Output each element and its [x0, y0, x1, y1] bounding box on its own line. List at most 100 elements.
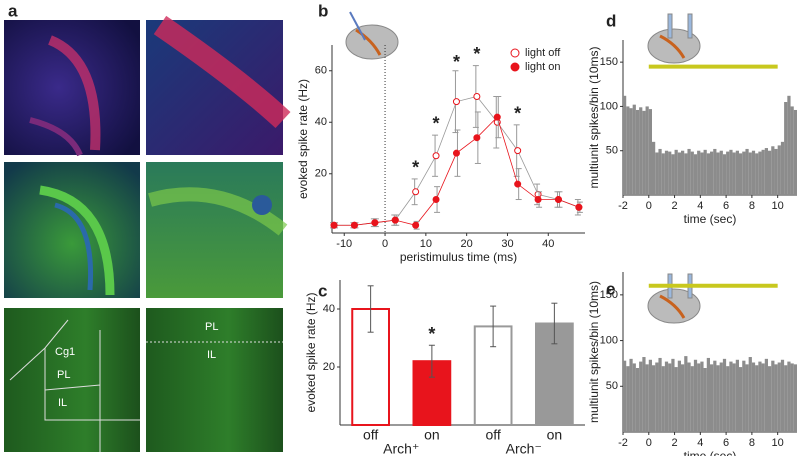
- marker: [575, 203, 583, 211]
- histogram-bar: [735, 359, 739, 432]
- x-axis-label: peristimulus time (ms): [400, 250, 517, 264]
- y-tick-label: 150: [600, 289, 618, 301]
- histogram-bar: [771, 360, 775, 432]
- x-tick-label: on: [424, 427, 440, 443]
- histogram-bar: [716, 152, 720, 195]
- x-tick-label: -10: [336, 238, 352, 250]
- legend-label: light on: [525, 61, 560, 73]
- histogram-bar: [790, 363, 794, 432]
- histogram-bar: [706, 357, 710, 432]
- histogram-bar: [710, 151, 714, 195]
- x-tick-label: on: [547, 427, 563, 443]
- histogram-bar: [777, 145, 781, 195]
- x-tick-label: 2: [671, 437, 677, 449]
- histogram-bar: [652, 141, 656, 195]
- annotation: *: [473, 44, 480, 64]
- y-tick-label: 40: [315, 116, 327, 128]
- histogram-bar: [677, 360, 681, 432]
- group-label: Arch⁺: [383, 441, 419, 456]
- x-tick-label: 0: [382, 238, 388, 250]
- histogram-bar: [790, 106, 794, 195]
- histogram-bar: [751, 362, 756, 432]
- histogram-bar: [645, 106, 649, 195]
- histogram-bar: [635, 368, 640, 432]
- marker: [534, 196, 542, 204]
- histogram-bar: [655, 362, 659, 432]
- marker: [493, 113, 501, 121]
- marker: [452, 98, 460, 106]
- histogram-bar: [726, 151, 730, 195]
- histogram-bar: [706, 153, 710, 195]
- histogram-bar: [658, 357, 662, 432]
- histogram-bar: [748, 357, 752, 432]
- histogram-bar: [671, 358, 675, 432]
- histogram-bar: [629, 358, 633, 432]
- histogram-bar: [742, 151, 746, 195]
- histogram-bar: [629, 108, 633, 195]
- histogram-bar: [780, 359, 785, 432]
- marker: [330, 221, 338, 229]
- histogram-bar: [635, 109, 640, 195]
- histogram-bar: [648, 109, 652, 195]
- x-tick-label: 30: [501, 238, 513, 250]
- histogram-bar: [655, 152, 659, 195]
- x-axis-label: time (sec): [684, 212, 737, 226]
- histogram-bar: [626, 106, 630, 195]
- histogram-bar: [732, 363, 736, 432]
- histogram-bar: [693, 154, 698, 195]
- histogram-bar: [784, 102, 788, 195]
- histogram-bar: [690, 151, 694, 195]
- histogram-bar: [777, 362, 781, 432]
- marker: [514, 147, 522, 155]
- marker: [452, 149, 460, 157]
- histogram-bar: [726, 366, 730, 432]
- region-label: PL: [205, 321, 218, 333]
- histogram-bar: [668, 151, 672, 195]
- y-tick-label: 50: [606, 380, 618, 392]
- histogram-bar: [639, 107, 643, 195]
- y-tick-label: 20: [315, 168, 327, 180]
- y-tick-label: 20: [323, 361, 335, 373]
- histogram-bar: [687, 362, 691, 432]
- histogram-bar: [745, 148, 749, 195]
- histogram-bar: [661, 153, 665, 195]
- marker: [432, 152, 440, 160]
- marker: [514, 180, 522, 188]
- histogram-bar: [687, 148, 691, 195]
- y-tick-label: 40: [323, 303, 335, 315]
- panel-label: d: [606, 11, 616, 30]
- histogram-bar: [780, 141, 785, 195]
- panel-a-images: a Cg1 PL IL PL IL: [4, 1, 291, 452]
- histogram-bar: [784, 365, 788, 432]
- x-tick-label: off: [363, 427, 378, 443]
- marker: [391, 216, 399, 224]
- histogram-bar: [668, 363, 672, 432]
- legend-label: light off: [525, 47, 561, 59]
- histogram-bar: [713, 148, 717, 195]
- x-tick-label: 40: [542, 238, 554, 250]
- histogram-bar: [761, 149, 765, 195]
- histogram-bar: [751, 150, 756, 195]
- histogram-bar: [671, 154, 675, 195]
- y-axis-label: multiunit spikes/bin (10ms): [587, 46, 601, 188]
- histogram-bar: [645, 364, 649, 432]
- histogram-bar: [716, 365, 720, 432]
- x-tick-label: 2: [671, 200, 677, 212]
- histogram-bar: [664, 150, 669, 195]
- histogram-bar: [664, 361, 669, 432]
- marker: [412, 188, 420, 196]
- histogram-bar: [697, 363, 701, 432]
- histogram-bar: [632, 363, 636, 432]
- histogram-bar: [684, 153, 688, 195]
- histogram-bar: [681, 150, 685, 195]
- histogram-bar: [703, 368, 707, 432]
- marker: [412, 221, 420, 229]
- histogram-bar: [793, 364, 797, 432]
- annotation: *: [514, 103, 521, 123]
- histogram-bar: [768, 366, 772, 432]
- y-axis-label: evoked spike rate (Hz): [296, 79, 310, 199]
- histogram-bar: [735, 150, 739, 195]
- histogram-bar: [739, 153, 743, 195]
- series-line: [334, 96, 580, 226]
- histogram-bar: [642, 357, 646, 432]
